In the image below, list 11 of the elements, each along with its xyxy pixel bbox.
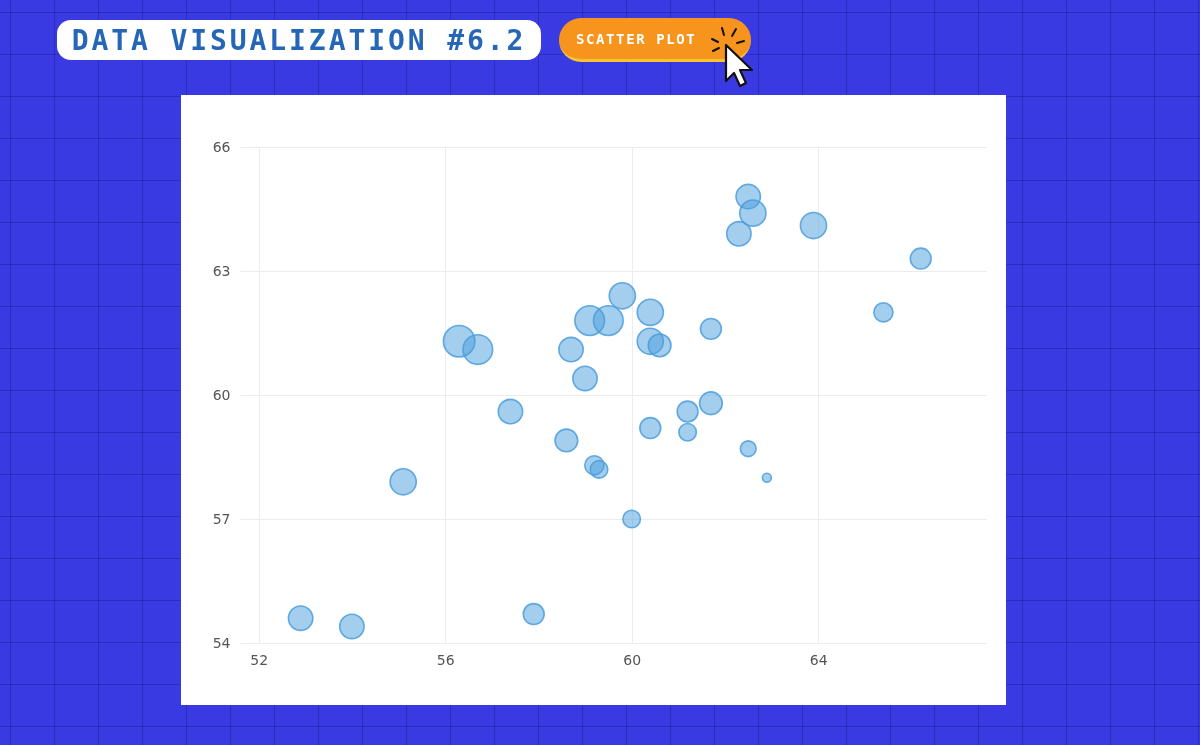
y-tick-label: 54 bbox=[212, 634, 231, 651]
x-tick-label: 52 bbox=[250, 651, 269, 668]
y-tick-label: 66 bbox=[212, 138, 231, 155]
chart-title: DATA VISUALIZATION #6.2 bbox=[57, 20, 541, 60]
chart-subtitle: SCATTER PLOT bbox=[559, 18, 751, 62]
x-tick-label: 60 bbox=[623, 651, 642, 668]
y-tick-label: 57 bbox=[212, 510, 231, 527]
x-tick-label: 56 bbox=[436, 651, 455, 668]
y-tick-label: 63 bbox=[212, 262, 231, 279]
x-tick-label: 64 bbox=[809, 651, 828, 668]
y-tick-label: 60 bbox=[212, 386, 231, 403]
